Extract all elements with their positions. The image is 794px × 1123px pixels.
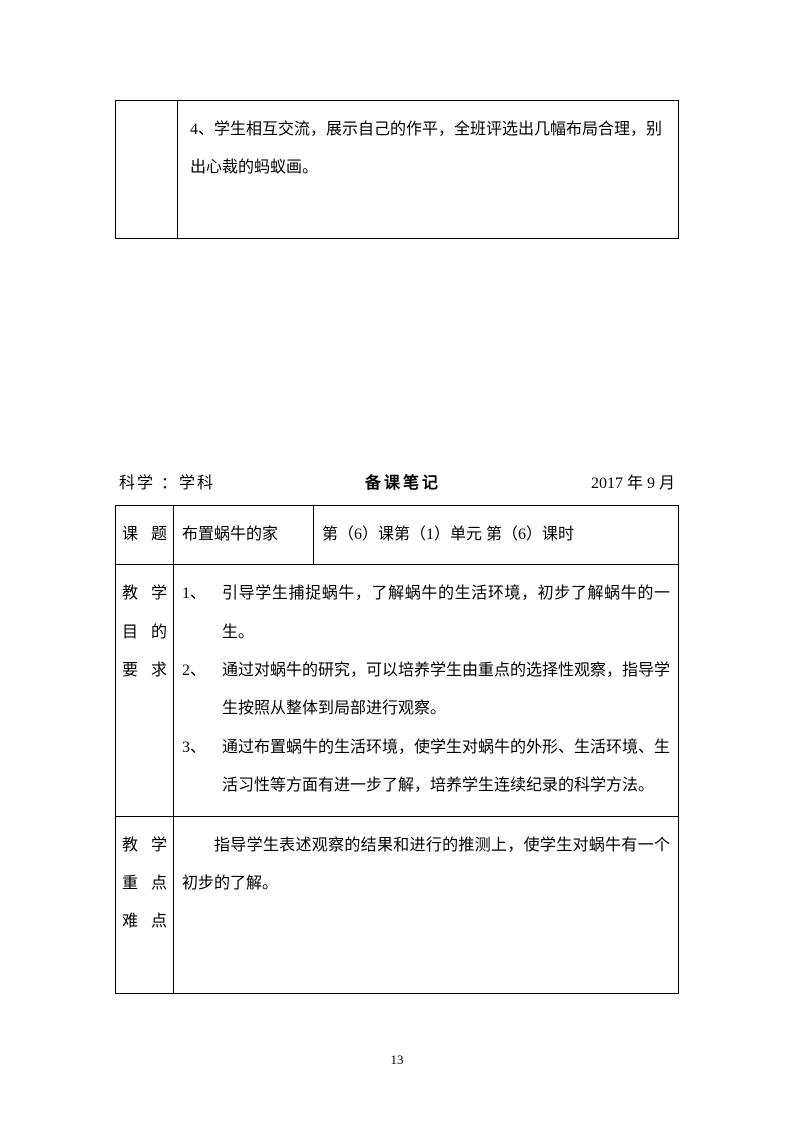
lesson-plan-table: 课题 布置蜗牛的家 第（6）课第（1）单元 第（6）课时 教学 目的 要求 1、… (115, 505, 679, 995)
topic-title: 布置蜗牛的家 (174, 505, 314, 564)
label-char: 难 (122, 903, 138, 941)
page-container: 4、学生相互交流，展示自己的作平，全班评选出几幅布局合理，别出心裁的蚂蚁画。 科… (0, 0, 794, 994)
label-char: 求 (151, 652, 167, 690)
label-char: 点 (151, 903, 167, 941)
objective-item: 1、 引导学生捕捉蜗牛，了解蜗牛的生活环境，初步了解蜗牛的一生。 (182, 575, 670, 652)
label-char: 教 (122, 827, 138, 865)
label-char: 教 (122, 575, 138, 613)
objective-item: 2、 通过对蜗牛的研究，可以培养学生由重点的选择性观察，指导学生按照从整体到局部… (182, 652, 670, 729)
page-number: 13 (0, 1052, 794, 1068)
label-char: 要 (122, 652, 138, 690)
objective-text: 通过对蜗牛的研究，可以培养学生由重点的选择性观察，指导学生按照从整体到局部进行观… (222, 652, 670, 729)
label-char: 的 (151, 614, 167, 652)
lesson-meta: 第（6）课第（1）单元 第（6）课时 (314, 505, 679, 564)
spacer (182, 903, 670, 983)
objective-text: 引导学生捕捉蜗牛，了解蜗牛的生活环境，初步了解蜗牛的一生。 (222, 575, 670, 652)
keypoints-label: 教学 重点 难点 (116, 816, 174, 994)
num-marker: 1、 (182, 575, 222, 652)
top-left-cell (116, 101, 178, 239)
num-marker: 3、 (182, 729, 222, 806)
item-4-text: 4、学生相互交流，展示自己的作平，全班评选出几幅布局合理，别出心裁的蚂蚁画。 (190, 111, 666, 188)
keypoints-text: 指导学生表述观察的结果和进行的推测上，使学生对蜗牛有一个初步的了解。 (182, 827, 670, 904)
objectives-row: 教学 目的 要求 1、 引导学生捕捉蜗牛，了解蜗牛的生活环境，初步了解蜗牛的一生… (116, 565, 679, 816)
keypoints-row: 教学 重点 难点 指导学生表述观察的结果和进行的推测上，使学生对蜗牛有一个初步的… (116, 816, 679, 994)
keypoints-content: 指导学生表述观察的结果和进行的推测上，使学生对蜗牛有一个初步的了解。 (174, 816, 679, 994)
spacer (190, 188, 666, 228)
top-right-cell: 4、学生相互交流，展示自己的作平，全班评选出几幅布局合理，别出心裁的蚂蚁画。 (178, 101, 679, 239)
date-label: 2017 年 9 月 (591, 469, 675, 493)
label-char: 重 (122, 865, 138, 903)
label-char: 学 (151, 575, 167, 613)
subject-label: 科学 ：学科 (119, 469, 215, 493)
top-continuation-table: 4、学生相互交流，展示自己的作平，全班评选出几幅布局合理，别出心裁的蚂蚁画。 (115, 100, 679, 239)
num-marker: 2、 (182, 652, 222, 729)
objective-text: 通过布置蜗牛的生活环境，使学生对蜗牛的外形、生活环境、生活习性等方面有进一步了解… (222, 729, 670, 806)
label-char: 学 (151, 827, 167, 865)
label-char: 目 (122, 614, 138, 652)
topic-label: 课题 (116, 505, 174, 564)
objective-item: 3、 通过布置蜗牛的生活环境，使学生对蜗牛的外形、生活环境、生活习性等方面有进一… (182, 729, 670, 806)
header-line: 科学 ：学科 备课笔记 2017 年 9 月 (115, 469, 679, 493)
label-char: 点 (151, 865, 167, 903)
objectives-list: 1、 引导学生捕捉蜗牛，了解蜗牛的生活环境，初步了解蜗牛的一生。 2、 通过对蜗… (182, 575, 670, 805)
objectives-label: 教学 目的 要求 (116, 565, 174, 816)
title-row: 课题 布置蜗牛的家 第（6）课第（1）单元 第（6）课时 (116, 505, 679, 564)
notes-title: 备课笔记 (365, 469, 441, 493)
objectives-content: 1、 引导学生捕捉蜗牛，了解蜗牛的生活环境，初步了解蜗牛的一生。 2、 通过对蜗… (174, 565, 679, 816)
